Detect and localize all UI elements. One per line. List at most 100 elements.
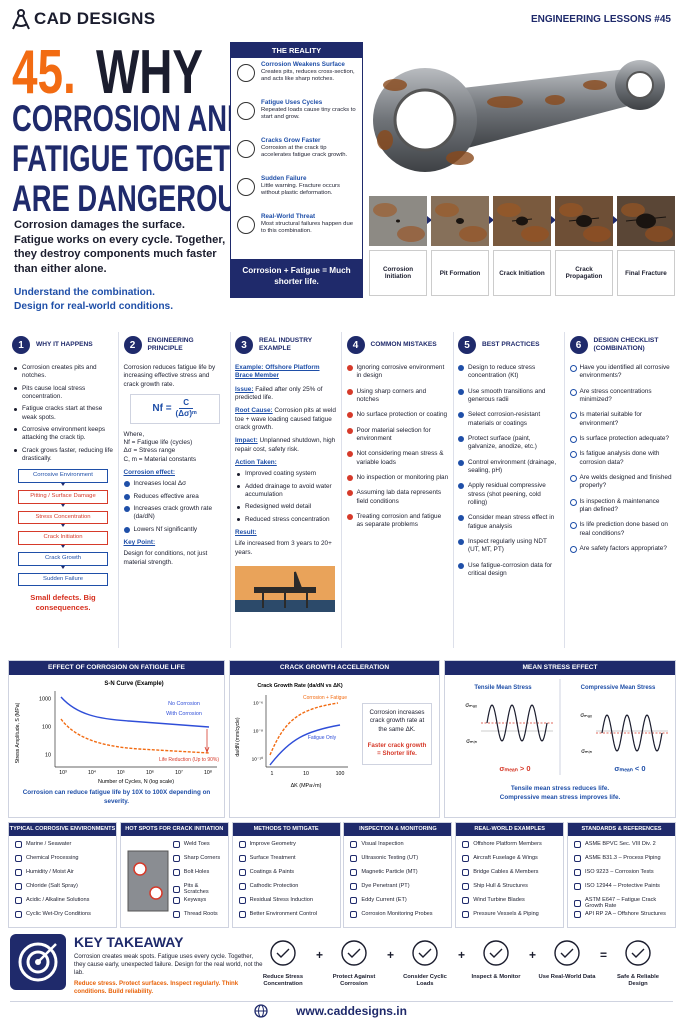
list-item: Cathodic Protection [238, 883, 337, 890]
fraction: C (Δσ)ᵐ [176, 398, 197, 420]
reality-item: Cracks Grow Faster Corrosion at the crack… [231, 134, 362, 172]
list-item: Aircraft Fuselage & Wings [462, 855, 560, 862]
item-text: Visual Inspection [361, 841, 404, 848]
item-text: Marine / Seawater [26, 841, 72, 848]
icon-glyph [631, 948, 645, 958]
item-text: Eddy Current (ET) [361, 897, 407, 904]
reality-box: THE REALITY Corrosion + Fatigue = Much s… [230, 42, 363, 298]
column-header: 4 COMMON MISTAKES [346, 332, 449, 358]
rust [397, 226, 425, 242]
list-item: Protect surface (paint, galvanize, anodi… [458, 435, 560, 452]
reality-icon [237, 64, 255, 82]
item-text: Chemical Processing [26, 855, 79, 862]
reality-item: Sudden Failure Little warning. Fracture o… [231, 172, 362, 210]
mean-label: σₘₑₐₙ < 0 [614, 764, 645, 773]
reality-item-title: Real-World Threat [261, 213, 316, 220]
flow-step: Stress Concentration [18, 510, 108, 527]
icon-ring [341, 940, 367, 966]
item-text: Ship Hull & Structures [473, 883, 528, 890]
stage-arrow [613, 216, 622, 224]
item-text: Acidic / Alkaline Solutions [26, 897, 90, 904]
list-item: ASME BPVC Sec. VIII Div. 2 [574, 841, 672, 848]
list-item: Are safety factors appropriate? [569, 545, 673, 554]
list-item: Redesigned weld detail [235, 503, 337, 511]
list-item: Using sharp corners and notches [346, 388, 449, 405]
list-item: Apply residual compressive stress (shot … [458, 482, 560, 507]
flow-step: Pitting / Surface Damage [18, 489, 108, 507]
item-icon [350, 855, 358, 862]
x-axis-label: ΔK (MPa√m) [291, 782, 322, 789]
column-number: 5 [458, 336, 476, 354]
definitions: Where, Nf = Fatigue life (cycles) Δσ = Str… [124, 431, 226, 464]
item-text: Cyclic Wet-Dry Conditions [26, 911, 91, 918]
note: Corrosion increases crack growth rate at… [369, 709, 425, 733]
reality-icon [237, 140, 255, 158]
panel-title: EFFECT OF CORROSION ON FATIGUE LIFE [9, 661, 224, 675]
text: Failed after only 25% of predicted life. [235, 385, 323, 401]
icon-glyph [276, 948, 290, 958]
reality-title: THE REALITY [231, 43, 362, 58]
item-icon [574, 869, 581, 876]
item-icon [574, 883, 581, 890]
item-icon [238, 841, 246, 848]
reality-item: Real-World Threat Most structural failure… [231, 210, 362, 248]
lesson-number: ENGINEERING LESSONS #45 [530, 14, 671, 25]
target-icon [10, 934, 66, 990]
list-item: Treating corrosion and fatigue as separa… [346, 513, 449, 530]
stage-photo [617, 196, 675, 246]
step-icon [412, 940, 438, 966]
column-title: ENGINEERING PRINCIPLE [147, 336, 194, 352]
website[interactable]: www.caddesigns.in [296, 1004, 407, 1018]
crack-growth-panel: CRACK GROWTH ACCELERATION Crack Growth R… [229, 660, 440, 818]
step-label: Safe & Reliable Design [617, 974, 659, 988]
stage-label: Crack Initiation [493, 250, 551, 296]
item-text: Dye Penetrant (PT) [361, 883, 410, 890]
list-item: Added drainage to avoid water accumulati… [235, 483, 337, 500]
item-text: Ultrasonic Testing (UT) [361, 855, 419, 862]
x-tick-label: 10⁸ [204, 770, 212, 776]
label: Root Cause: [235, 407, 273, 415]
stage-label: Final Fracture [617, 250, 675, 296]
definition: Where, [123, 430, 145, 438]
column-title: DESIGN CHECKLIST (COMBINATION) [593, 336, 659, 352]
rust [583, 226, 611, 242]
pit [456, 218, 464, 224]
operator: + [529, 948, 537, 962]
crack-growth-chart: Crack Growth Rate (da/dN vs ΔK) da/dN (m… [235, 683, 348, 789]
column-number: 3 [235, 336, 253, 354]
operator: = [600, 948, 608, 962]
list-box: INSPECTION & MONITORING Visual Inspection… [343, 822, 453, 928]
max-label: σₘₐₓ [580, 713, 592, 719]
list-item: Control environment (drainage, sealing, … [458, 459, 560, 476]
column-header: 1 WHY IT HAPPENS [12, 332, 114, 358]
list: Increases local Δσ Reduces effective area… [123, 480, 226, 534]
item-text: ASME BPVC Sec. VIII Div. 2 [585, 841, 656, 848]
list-item: Design to reduce stress concentration (K… [458, 364, 560, 381]
reality-icon [237, 102, 255, 120]
y-tick-label: 10⁻⁸ [253, 728, 263, 734]
flow-step: Sudden Failure [18, 572, 108, 587]
list-item: API RP 2A – Offshore Structures [574, 911, 672, 918]
series-label: Corrosion + Fatigue [303, 695, 347, 701]
item-icon [350, 897, 358, 904]
reality-item-text: Corrosion at the crack tip accelerates f… [261, 144, 348, 159]
icon-ring [483, 940, 509, 966]
item-icon [462, 911, 470, 918]
paragraph: Life increased from 3 years to 20+ years… [235, 540, 332, 556]
caption: Tensile mean stress reduces life. [510, 785, 610, 792]
icon-glyph [347, 948, 361, 958]
paragraph: Corrosion reduces fatigue life by increa… [123, 364, 216, 388]
column-title: BEST PRACTICES [482, 340, 540, 348]
list-item: Is fatigue analysis done with corrosion … [569, 450, 673, 467]
x-tick-label: 10⁷ [175, 770, 183, 776]
pit [576, 215, 592, 227]
item-icon [238, 897, 246, 904]
item-text: Corrosion Monitoring Probes [361, 911, 433, 918]
y-tick-label: 10⁻¹⁰ [252, 756, 263, 762]
reality-summary: Corrosion + Fatigue = Much shorter life. [231, 259, 362, 297]
rust [645, 226, 673, 242]
list-title: STANDARDS & REFERENCES [568, 823, 675, 836]
list-item: Select corrosion-resistant materials or … [458, 411, 560, 428]
list-item: ISO 12944 – Protective Paints [574, 883, 672, 890]
column: 4 COMMON MISTAKES Ignoring corrosive envir… [343, 332, 454, 648]
